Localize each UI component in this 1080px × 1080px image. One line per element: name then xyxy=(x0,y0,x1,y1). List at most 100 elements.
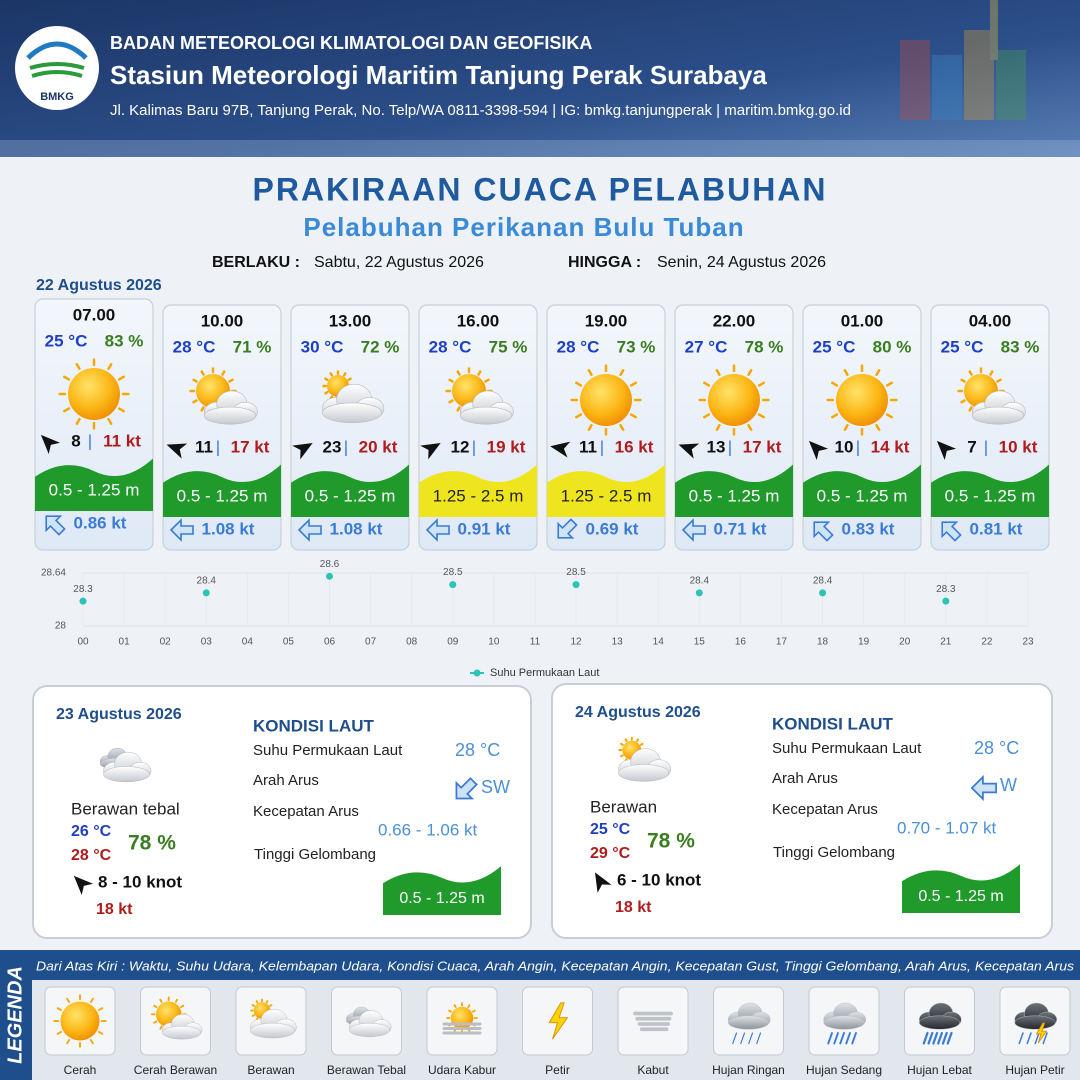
x-tick-label: 12 xyxy=(570,637,582,648)
subtitle: Pelabuhan Perikanan Bulu Tuban xyxy=(303,212,744,242)
sst-value: 28 °C xyxy=(974,738,1019,758)
sun-ray xyxy=(456,406,461,412)
cloud xyxy=(728,1002,771,1030)
station: Stasiun Meteorologi Maritim Tanjung Pera… xyxy=(110,60,767,90)
weather-icon xyxy=(99,747,152,783)
humidity: 71 % xyxy=(233,337,272,356)
legend-icon xyxy=(442,1002,482,1035)
gust: 17 kt xyxy=(231,437,270,456)
rain xyxy=(740,1032,746,1045)
x-tick-label: 19 xyxy=(858,637,870,648)
sun-ray xyxy=(587,423,593,431)
data-label: 28.4 xyxy=(690,576,710,587)
current-arrow xyxy=(169,518,194,542)
legend-icon xyxy=(548,1002,569,1040)
legend-item-label: Hujan Sedang xyxy=(806,1063,882,1077)
humidity: 75 % xyxy=(489,337,528,356)
time: 04.00 xyxy=(969,311,1012,330)
sun-ray xyxy=(107,363,113,371)
legend-item-label: Berawan xyxy=(247,1063,294,1077)
wind-speed: 12 xyxy=(451,437,470,456)
sun-ray xyxy=(89,997,94,1004)
sun-ray xyxy=(453,1004,457,1009)
legend-icon-box xyxy=(617,986,689,1056)
separator: | xyxy=(216,437,220,456)
rain xyxy=(932,1031,939,1045)
sun-ray xyxy=(635,738,640,743)
x-tick-label: 22 xyxy=(981,637,993,648)
rain xyxy=(827,1032,833,1045)
sun-ray xyxy=(456,370,461,376)
air-temp: 28 °C xyxy=(173,337,216,356)
rain xyxy=(1034,1032,1040,1045)
legend-label: Suhu Permukaan Laut xyxy=(490,667,599,679)
wave xyxy=(291,464,409,517)
legend-item-label: Cerah Berawan xyxy=(134,1063,217,1077)
temp-min: 25 °C xyxy=(590,821,631,838)
x-tick-label: 11 xyxy=(530,637,541,648)
cloud-part xyxy=(618,764,670,782)
sun-ray xyxy=(467,1004,471,1009)
rain xyxy=(845,1032,851,1045)
logo-circle xyxy=(15,26,99,110)
wave-label: Tinggi Gelombang xyxy=(773,844,895,861)
humidity: 72 % xyxy=(361,337,400,356)
legend-icon xyxy=(249,998,297,1039)
gust: 18 kt xyxy=(96,901,133,918)
sun-ray xyxy=(265,1000,269,1004)
sun-ray xyxy=(153,1004,158,1009)
sun-ray xyxy=(875,423,881,431)
sun-ray xyxy=(747,423,753,431)
sun-ray xyxy=(63,407,71,413)
weather-icon xyxy=(321,370,385,423)
time: 13.00 xyxy=(329,311,372,330)
wave-height: 0.5 - 1.25 m xyxy=(817,486,908,505)
sun-ray xyxy=(620,754,624,758)
cloud-part xyxy=(321,402,383,423)
separator: | xyxy=(984,437,988,456)
weather-icon xyxy=(826,364,898,436)
separator: | xyxy=(344,437,348,456)
current-speed: 0.86 kt xyxy=(74,513,127,532)
cloud-part xyxy=(460,406,512,425)
x-tick-label: 03 xyxy=(201,637,213,648)
y-tick-label: 28.64 xyxy=(41,568,66,579)
wave xyxy=(675,464,793,517)
current-speed: 0.71 kt xyxy=(714,519,767,538)
rain xyxy=(937,1031,944,1045)
x-tick-label: 06 xyxy=(324,637,336,648)
sun-ray xyxy=(960,399,966,404)
separator: | xyxy=(856,437,860,456)
legend-item-label: Udara Kabur xyxy=(428,1063,496,1077)
cloud-part xyxy=(249,1022,296,1039)
sun-ray xyxy=(715,423,721,431)
sea-heading: KONDISI LAUT xyxy=(253,716,375,735)
air-temp: 25 °C xyxy=(45,331,88,350)
sun-ray xyxy=(831,413,839,419)
from-date: Sabtu, 22 Agustus 2026 xyxy=(314,254,484,271)
sun-ray xyxy=(624,738,628,743)
wave xyxy=(902,864,1020,913)
current-dir: W xyxy=(1000,775,1017,795)
legend-icon xyxy=(150,996,203,1040)
x-tick-label: 14 xyxy=(653,637,665,648)
sun-ray xyxy=(619,423,625,431)
cloud-part xyxy=(1014,1015,1056,1030)
sun-ray xyxy=(757,413,765,419)
gust: 17 kt xyxy=(743,437,782,456)
current-arrow xyxy=(813,521,834,542)
gust: 11 kt xyxy=(103,431,141,450)
x-tick-label: 15 xyxy=(694,637,706,648)
current-arrow xyxy=(45,515,66,536)
sst-point xyxy=(695,589,703,597)
x-tick-label: 08 xyxy=(406,637,418,648)
legend-icon xyxy=(919,1002,962,1045)
cloud xyxy=(103,751,152,783)
sun xyxy=(68,368,120,420)
x-tick-label: 16 xyxy=(735,637,747,648)
x-tick-label: 13 xyxy=(612,637,624,648)
legend-marker xyxy=(473,669,481,677)
address: Jl. Kalimas Baru 97B, Tanjung Perak, No.… xyxy=(110,102,851,119)
sun-ray xyxy=(843,369,849,377)
